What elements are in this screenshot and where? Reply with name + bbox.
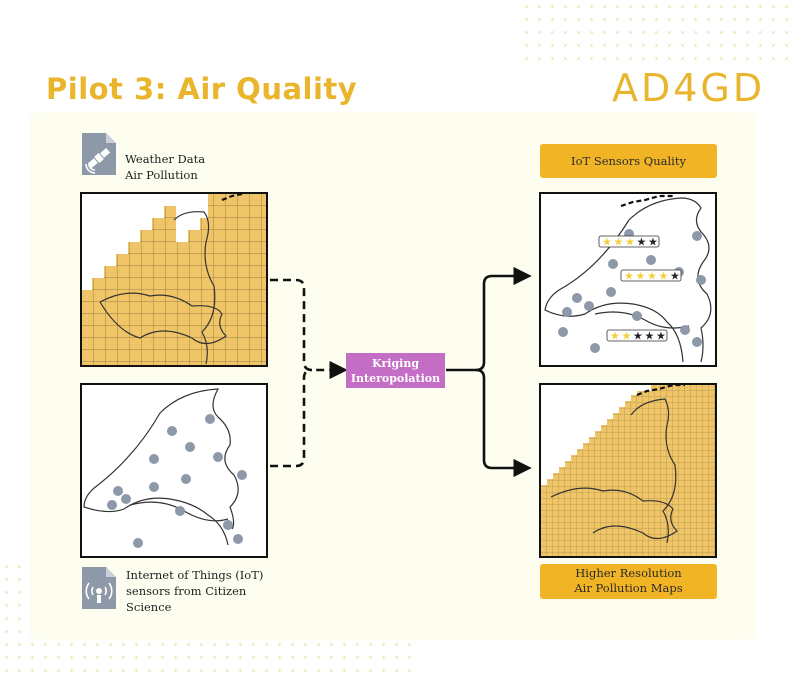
weather-data-label: Weather Data [125,152,206,166]
filled-star-icon: ★ [624,270,634,283]
sensor-dot [606,287,616,297]
sensor-dot [133,538,143,548]
iot-sensor-map [80,383,268,558]
kriging-label-line1: Kriging [371,357,420,370]
result-label-line1: Higher Resolution [575,566,682,580]
sensor-dot [181,474,191,484]
empty-star-icon: ★ [633,330,643,343]
sensor-rating-bar: ★ ★ ★ ★ ★ [620,270,682,283]
kriging-label-line2: Interopolation [350,372,441,385]
filled-star-icon: ★ [636,270,646,283]
sensor-dot [558,327,568,337]
sensor-dot [692,337,702,347]
sensor-dot [584,301,594,311]
filled-star-icon: ★ [602,236,612,249]
sensor-dot [696,275,706,285]
filled-star-icon: ★ [622,330,632,343]
coarse-pollution-grid-map [80,192,268,367]
sensor-dot [680,325,690,335]
empty-star-icon: ★ [645,330,655,343]
iot-caption: Internet of Things (IoT) sensors from Ci… [126,567,263,615]
sensor-dot [167,426,177,436]
sensor-rating-bar: ★ ★ ★ ★ ★ [598,236,660,249]
sensor-dot [590,343,600,353]
sensor-dot [213,452,223,462]
sensor-dot [646,255,656,265]
sensor-dot [113,486,123,496]
iot-label-line1: Internet of Things (IoT) [126,568,264,582]
iot-sensors-quality-label: IoT Sensors Quality [540,144,717,178]
sensor-dot [562,307,572,317]
sensor-dot [205,414,215,424]
kriging-interpolation-box: Kriging Interopolation [346,353,445,388]
iot-label-line3: Science [126,600,172,614]
sensor-dot [121,494,131,504]
sensor-dot [223,520,233,530]
sensor-dot [107,500,117,510]
dot-pattern-top [520,0,788,60]
sensor-dot [608,259,618,269]
higher-resolution-maps-label: Higher Resolution Air Pollution Maps [540,564,717,599]
page-title: Pilot 3: Air Quality [46,72,358,106]
sensor-dot [185,442,195,452]
sensor-rating-bar: ★ ★ ★ ★ ★ [606,330,668,343]
sensor-dot [175,506,185,516]
weather-data-caption: Weather Data Air Pollution [125,151,205,183]
high-resolution-pollution-map [539,383,717,558]
sensor-dot [233,534,243,544]
filled-star-icon: ★ [625,236,635,249]
quality-label-text: IoT Sensors Quality [571,154,686,168]
sensor-dot [237,470,247,480]
empty-star-icon: ★ [637,236,647,249]
empty-star-icon: ★ [656,330,666,343]
sensor-dot [632,311,642,321]
filled-star-icon: ★ [614,236,624,249]
ad4gd-logo: AD4GD [612,66,766,110]
iot-label-line2: sensors from Citizen [126,584,247,598]
air-pollution-label: Air Pollution [125,168,198,182]
filled-star-icon: ★ [659,270,669,283]
sensor-dot [149,482,159,492]
filled-star-icon: ★ [647,270,657,283]
sensor-dot [692,231,702,241]
satellite-document-icon [80,131,118,177]
result-label-line2: Air Pollution Maps [574,581,683,595]
filled-star-icon: ★ [610,330,620,343]
empty-star-icon: ★ [648,236,658,249]
sensor-dot [149,454,159,464]
empty-star-icon: ★ [670,270,680,283]
sensor-quality-map: ★ ★ ★ ★ ★ ★ ★ ★ ★ ★ ★ ★ ★ ★ ★ [539,192,717,367]
sensor-dot [572,293,582,303]
iot-document-icon [80,565,118,611]
